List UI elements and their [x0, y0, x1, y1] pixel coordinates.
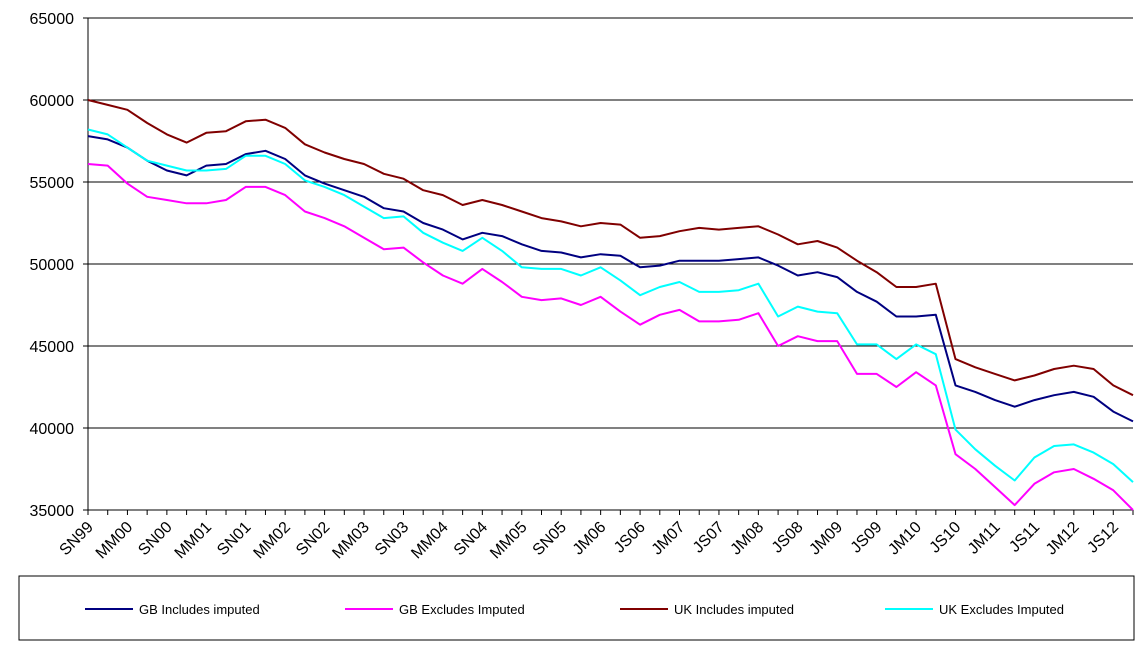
x-tick-label: JS11: [1006, 519, 1043, 556]
x-tick-label: JM06: [570, 519, 610, 559]
x-tick-label: MM00: [93, 519, 137, 563]
legend-box: [18, 575, 1135, 641]
x-tick-label: SN04: [451, 519, 491, 559]
series-line-gb-includes-imputed: [87, 135, 1134, 423]
x-tick-label: JM09: [806, 519, 846, 559]
x-tick-label: JS06: [611, 519, 649, 557]
x-tick-label: SN02: [293, 519, 333, 559]
x-tick-label: MM02: [251, 519, 295, 563]
x-tick-label: SN99: [57, 519, 97, 559]
x-tick-label: JS12: [1084, 519, 1122, 557]
y-tick-label: 60000: [30, 93, 75, 110]
legend-label: UK Excludes Imputed: [939, 602, 1064, 617]
x-tick-label: JM10: [885, 519, 925, 559]
y-tick-label: 40000: [30, 421, 75, 438]
legend-label: UK Includes imputed: [674, 602, 794, 617]
x-tick-label: JM08: [728, 519, 768, 559]
x-tick-label: MM03: [329, 519, 373, 563]
y-tick-label: 65000: [30, 11, 75, 28]
series-line-gb-excludes-imputed: [87, 163, 1134, 511]
legend-label: GB Includes imputed: [139, 602, 260, 617]
x-tick-label: SN03: [372, 519, 412, 559]
gridlines: [88, 17, 1133, 429]
x-tick-label: JM12: [1043, 519, 1083, 559]
y-tick-labels: 35000 40000 45000 50000 55000 60000 65000: [30, 11, 75, 520]
x-tick-label: JS10: [927, 519, 965, 557]
x-tick-label: MM05: [487, 519, 531, 563]
y-tick-label: 35000: [30, 503, 75, 520]
axes: [83, 17, 1134, 515]
y-tick-label: 55000: [30, 175, 75, 192]
x-tick-label: JS09: [848, 519, 886, 557]
x-tick-label: JM07: [649, 519, 689, 559]
x-tick-label: SN05: [530, 519, 570, 559]
x-tick-label: MM01: [172, 519, 216, 563]
series-line-uk-includes-imputed: [87, 99, 1134, 397]
y-tick-label: 50000: [30, 257, 75, 274]
series-line-uk-excludes-imputed: [87, 128, 1134, 483]
x-tick-label: JS08: [769, 519, 807, 557]
legend: GB Includes imputed GB Excludes Imputed UK…: [18, 575, 1135, 641]
series-lines: [87, 99, 1134, 511]
x-tick-label: SN00: [135, 519, 175, 559]
x-tick-label: JS07: [690, 519, 728, 557]
x-tick-label: MM04: [408, 519, 452, 563]
x-tick-label: JM11: [965, 519, 1004, 558]
x-tick-label: SN01: [214, 519, 254, 559]
legend-label: GB Excludes Imputed: [399, 602, 525, 617]
y-tick-label: 45000: [30, 339, 75, 356]
